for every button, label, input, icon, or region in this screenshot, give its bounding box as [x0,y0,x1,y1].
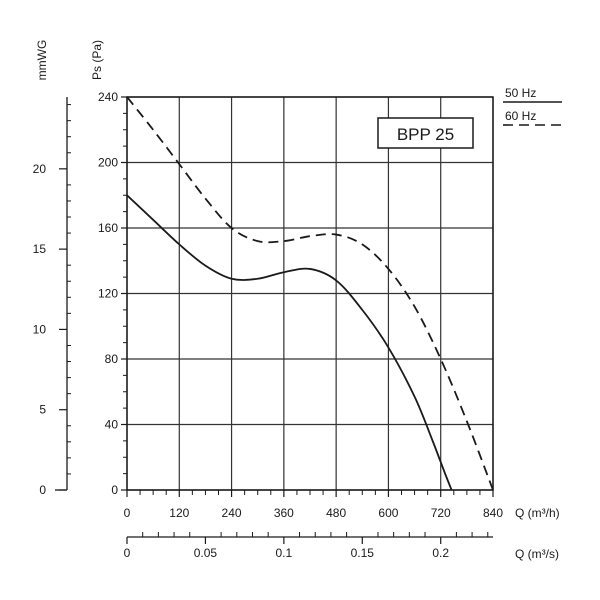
legend-label: 50 Hz [505,86,536,100]
m3s-tick-label: 0.15 [351,546,375,560]
m3s-tick-label: 0 [124,546,131,560]
y-tick-label: 40 [105,418,119,432]
series-line-50-hz [126,194,453,491]
m3s-tick-label: 0.1 [276,546,293,560]
x-tick-label: 240 [222,506,242,520]
y-tick-label: 80 [105,352,119,366]
x-tick-label: 840 [483,506,503,520]
y-tick-label: 120 [98,287,118,301]
mmwg-tick-label: 15 [33,242,47,256]
mmwg-tick-label: 10 [33,322,47,336]
grid-lines: 0 40 80 120 160 200 240 [98,90,494,497]
x-tick-label: 0 [124,506,131,520]
y2-axis-title: mmWG [35,40,49,81]
y-tick-label: 0 [111,483,118,497]
x-tick-label: 600 [378,506,398,520]
m3s-tick-label: 0.2 [432,546,449,560]
m3s-axis: 0 0.05 0.1 0.15 0.2 [124,532,493,560]
series-layer [126,96,494,491]
y-axis-title: Ps (Pa) [90,40,104,80]
series-line-60-hz [126,96,494,491]
y-tick-label: 240 [98,90,118,104]
mmwg-tick-label: 20 [33,162,47,176]
x-axis-ticks: 0 120 240 360 480 600 720 840 [124,490,503,520]
x2-axis-title: Q (m³/s) [515,547,559,561]
x-axis-title: Q (m³/h) [515,506,560,520]
model-box: BPP 25 [377,117,474,149]
x-tick-label: 120 [169,506,189,520]
mmwg-tick-label: 5 [39,403,46,417]
legend-label: 60 Hz [505,109,536,123]
y-tick-label: 200 [98,156,118,170]
mmwg-axis: 0 5 10 15 20 [33,97,71,497]
model-label: BPP 25 [397,125,454,144]
y-tick-label: 160 [98,221,118,235]
x-tick-label: 360 [274,506,294,520]
x-tick-label: 720 [431,506,451,520]
legend: 50 Hz 60 Hz [503,86,562,126]
m3s-tick-label: 0.05 [194,546,218,560]
x-tick-label: 480 [326,506,346,520]
mmwg-tick-label: 0 [39,483,46,497]
